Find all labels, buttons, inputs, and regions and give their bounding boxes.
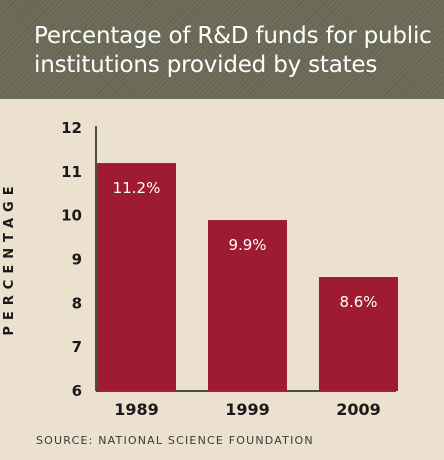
y-tick-label: 11 <box>61 163 82 181</box>
bar-1989 <box>97 163 176 391</box>
data-label-1989: 11.2% <box>113 179 161 197</box>
y-tick-label: 9 <box>72 251 82 269</box>
chart-header: Percentage of R&D funds for public insti… <box>0 0 444 99</box>
source-note: SOURCE: NATIONAL SCIENCE FOUNDATION <box>36 434 314 447</box>
y-tick-label: 12 <box>61 119 82 137</box>
bar-1999 <box>208 220 287 391</box>
y-tick-label: 8 <box>72 294 82 312</box>
data-label-1999: 9.9% <box>228 236 266 254</box>
x-tick-label: 1999 <box>225 400 270 419</box>
y-tick-label: 6 <box>72 382 82 400</box>
chart-title: Percentage of R&D funds for public insti… <box>34 23 432 78</box>
x-tick-label: 1989 <box>114 400 159 419</box>
y-tick-label: 10 <box>61 207 82 225</box>
y-tick-label: 7 <box>72 338 82 356</box>
x-tick-label: 2009 <box>336 400 381 419</box>
bar-2009 <box>319 277 398 391</box>
data-label-2009: 8.6% <box>339 293 377 311</box>
